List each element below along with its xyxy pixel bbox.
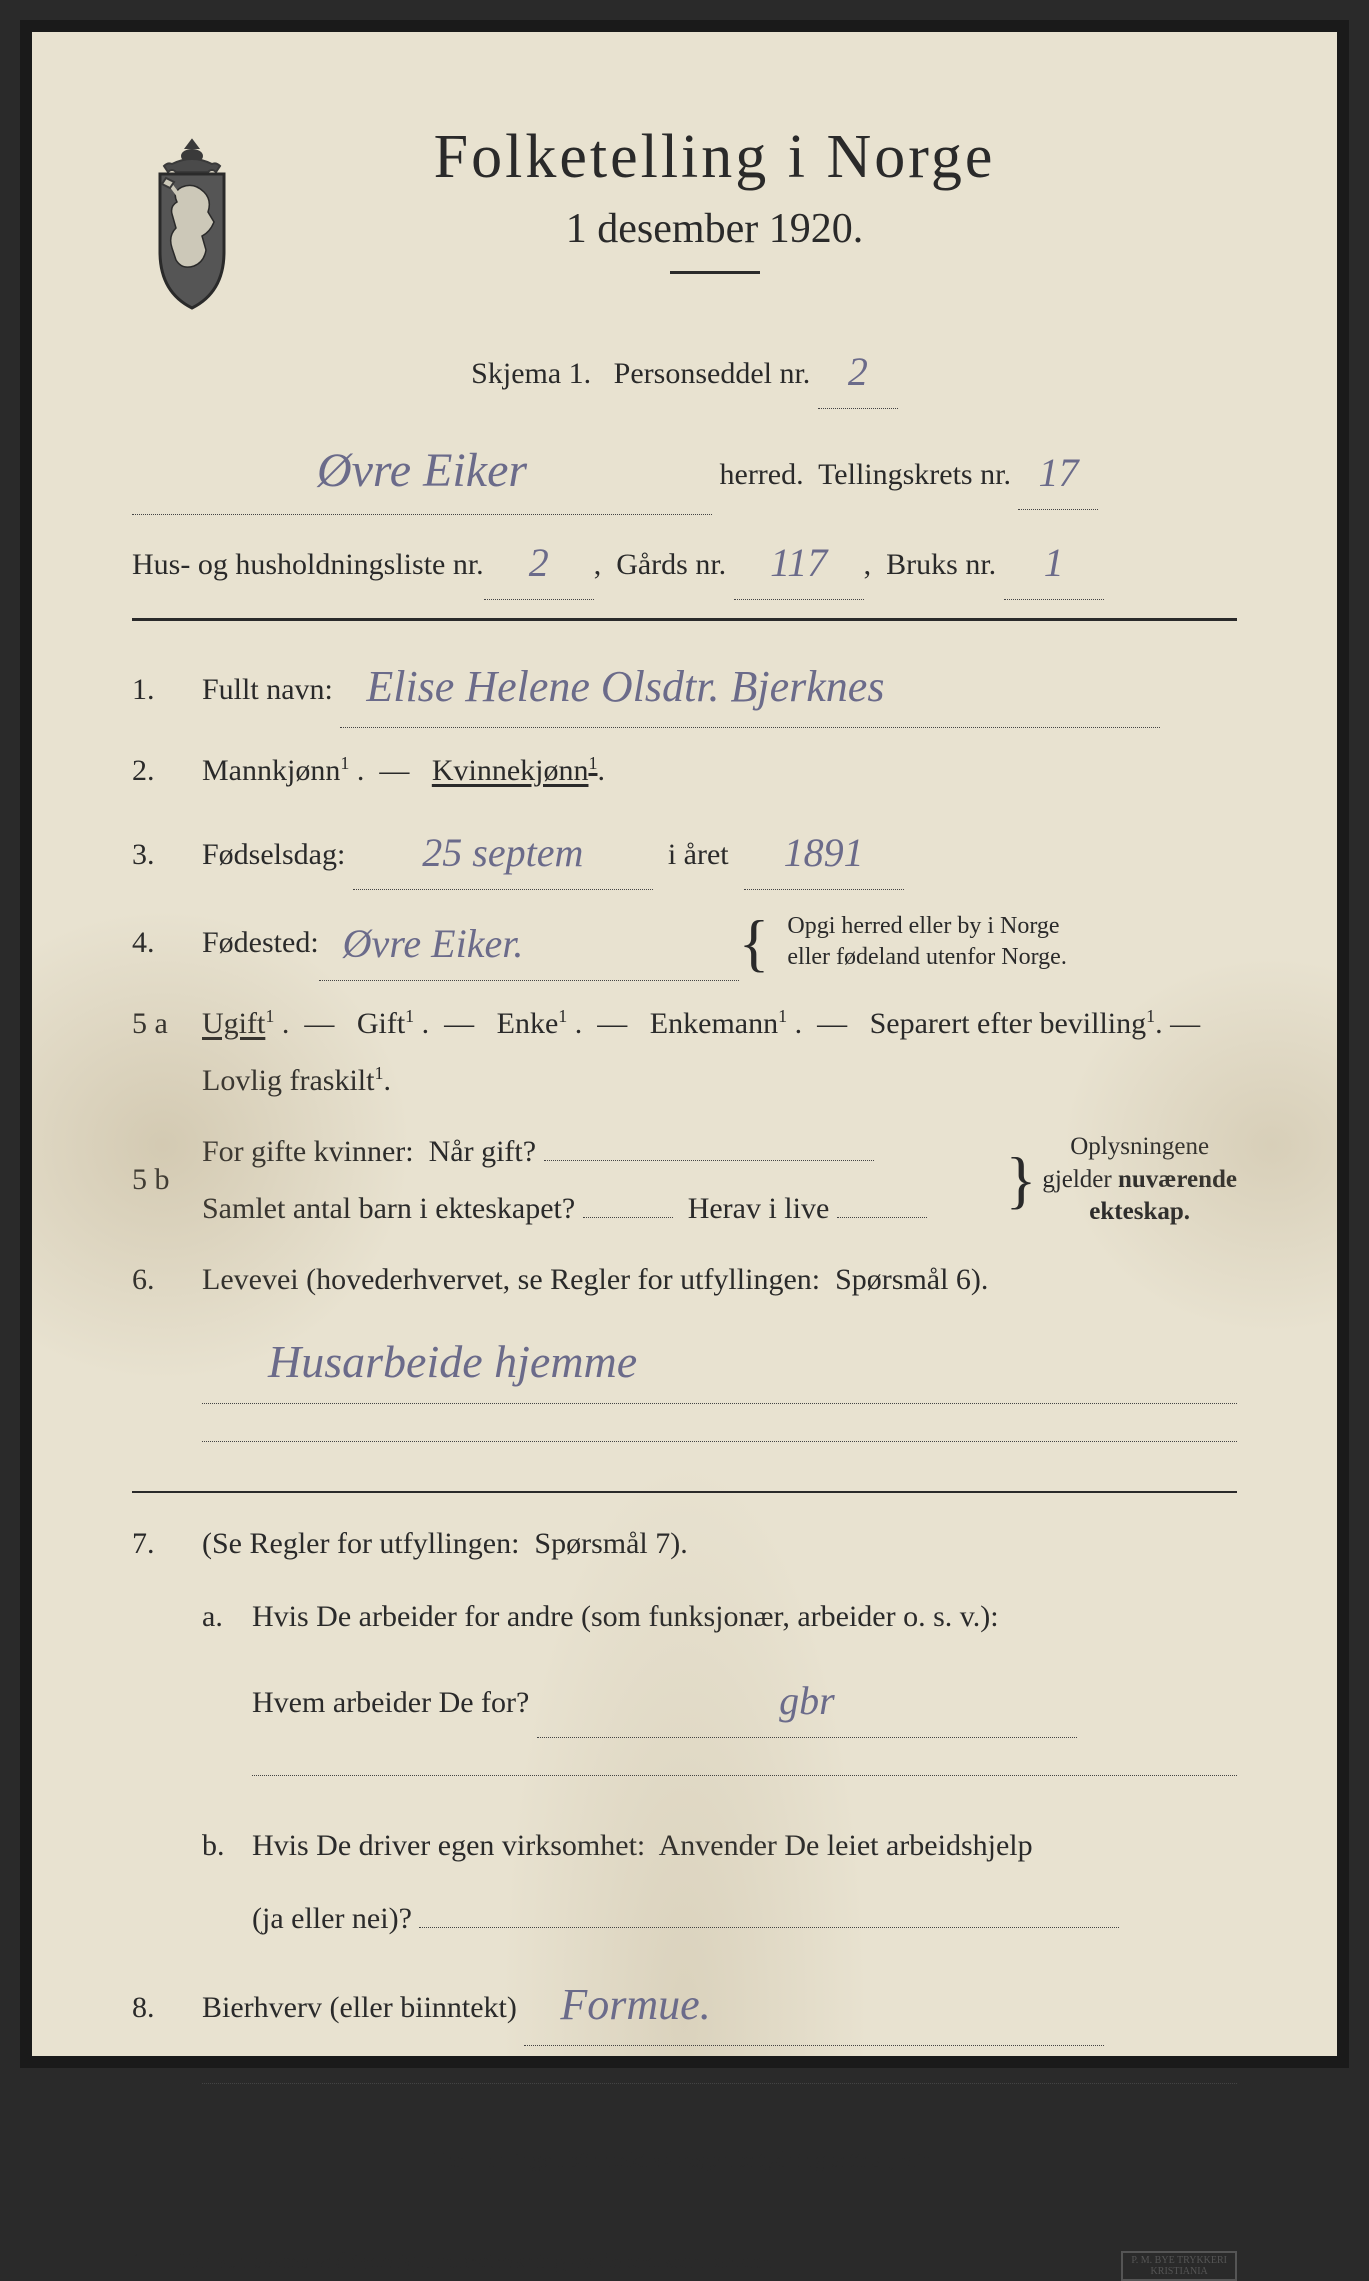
q1-num: 1. (132, 661, 202, 718)
q5b-label1: For gifte kvinner: Når gift? (202, 1135, 536, 1168)
q7b-label: Hvis De driver egen virksomhet: Anvender… (252, 1829, 1033, 1862)
q6-value: Husarbeide hjemme (262, 1336, 643, 1387)
gards-nr: 117 (764, 540, 833, 585)
d3: . — (575, 1007, 643, 1040)
q5b-num: 5 b (132, 1151, 202, 1208)
q5a-enkemann: Enkemann (650, 1007, 778, 1040)
q7-label: (Se Regler for utfyllingen: Spørsmål 7). (202, 1527, 688, 1560)
liste-nr: 2 (523, 540, 555, 585)
q4-value: Øvre Eiker. (337, 921, 530, 966)
q5b-note1: Oplysningene (1070, 1133, 1209, 1160)
subtitle: 1 desember 1920. (292, 205, 1137, 253)
q5b: 5 b For gifte kvinner: Når gift? Samlet … (132, 1123, 1237, 1237)
form-body: Skjema 1. Personseddel nr. 2 Øvre Eiker … (132, 332, 1237, 2281)
q5a-num: 5 a (132, 995, 202, 1052)
d2: . — (422, 1007, 490, 1040)
printer-mark: P. M. BYE TRYKKERI KRISTIANIA (1121, 2251, 1237, 2281)
d1: . — (282, 1007, 350, 1040)
q5a-gift: Gift (357, 1007, 405, 1040)
q5b-label2: Samlet antal barn i ekteskapet? (202, 1192, 575, 1225)
printer-2: KRISTIANIA (1131, 2266, 1227, 2277)
personseddel-nr: 2 (842, 349, 874, 394)
q2-num: 2. (132, 742, 202, 799)
title-block: Folketelling i Norge 1 desember 1920. (292, 122, 1237, 274)
q6-num: 6. (132, 1251, 202, 1308)
herred-label: herred. Tellingskrets nr. (712, 446, 1018, 503)
skjema-label: Skjema 1. Personseddel nr. (471, 357, 810, 390)
q3: 3. Fødselsdag: 25 septem i året 1891 (132, 813, 1237, 890)
q5a: 5 a Ugift1 . — Gift1 . — Enke1 . — Enkem… (132, 995, 1237, 1109)
footer-rule (132, 2197, 1237, 2198)
bruks-nr: 1 (1038, 540, 1070, 585)
q3-year-label: i året (660, 838, 736, 871)
bottom-row: 1 Her kan svares ved tydelig understrekn… (132, 2210, 1237, 2281)
q5a-separert: Separert efter bevilling (870, 1007, 1147, 1040)
q5b-note3: ekteskap. (1089, 1198, 1190, 1225)
q7b-num: b. (202, 1817, 252, 1947)
footer-line1: Har man ingen biinntekt av nogen betydni… (132, 2139, 1237, 2181)
q7: 7. (Se Regler for utfyllingen: Spørsmål … (132, 1515, 1237, 1947)
main-title: Folketelling i Norge (292, 122, 1137, 193)
q7a-value: gbr (773, 1678, 841, 1723)
q5a-ugift: Ugift (202, 1007, 265, 1040)
q3-num: 3. (132, 826, 202, 883)
title-rule (670, 271, 760, 274)
herred-name: Øvre Eiker (311, 444, 533, 497)
fn-num: 1 (132, 2248, 143, 2273)
fn-text: Her kan svares ved tydelig understreknin… (179, 2248, 772, 2273)
q2-dash: . — (357, 754, 425, 787)
q2-kvinne: Kvinnekjønn (432, 754, 589, 787)
q1-label: Fullt navn: (202, 673, 333, 706)
krets-nr: 17 (1032, 450, 1084, 495)
q7b-q: (ja eller nei)? (252, 1902, 412, 1935)
q7a-label: Hvis De arbeider for andre (som funksjon… (252, 1600, 999, 1633)
q4-brace: { Opgi herred eller by i Norge eller fød… (739, 911, 1067, 973)
q5b-brace: } Oplysningene gjelder nuværende ekteska… (1006, 1131, 1237, 1229)
q5b-note2: gjelder nuværende (1042, 1166, 1237, 1193)
section-rule-1 (132, 618, 1237, 621)
q2-period: . (597, 754, 605, 787)
q8: 8. Bierhverv (eller biinntekt) Formue. (132, 1961, 1237, 2103)
liste-label-c: , Bruks nr. (864, 536, 1004, 593)
q6-label: Levevei (hovederhvervet, se Regler for u… (202, 1263, 988, 1296)
q2-mann: Mannkjønn (202, 754, 340, 787)
q4-label: Fødested: (202, 914, 319, 971)
q4-note2: eller fødeland utenfor Norge. (787, 944, 1066, 970)
printer-1: P. M. BYE TRYKKERI (1131, 2255, 1227, 2266)
q3-day: 25 septem (416, 830, 589, 875)
d4: . — (795, 1007, 863, 1040)
liste-label-a: Hus- og husholdningsliste nr. (132, 536, 484, 593)
coat-of-arms-icon (132, 132, 252, 312)
q5a-enke: Enke (497, 1007, 559, 1040)
q6: 6. Levevei (hovederhvervet, se Regler fo… (132, 1251, 1237, 1461)
q8-label: Bierhverv (eller biinntekt) (202, 1991, 517, 2024)
q5a-lovlig: Lovlig fraskilt (202, 1064, 374, 1097)
footnote-1: 1 Her kan svares ved tydelig understrekn… (132, 2240, 772, 2281)
q1-value: Elise Helene Olsdtr. Bjerknes (360, 662, 890, 711)
q8-value: Formue. (554, 1980, 716, 2029)
q5b-label3: Herav i live (680, 1192, 829, 1225)
herred-row: Øvre Eiker herred. Tellingskrets nr. 17 (132, 423, 1237, 515)
census-form-page: Folketelling i Norge 1 desember 1920. Sk… (20, 20, 1349, 2068)
q7a-num: a. (202, 1588, 252, 1795)
q7-num: 7. (132, 1515, 202, 1572)
q4-num: 4. (132, 914, 202, 971)
q8-num: 8. (132, 1979, 202, 2036)
q1: 1. Fullt navn: Elise Helene Olsdtr. Bjer… (132, 643, 1237, 728)
q3-label: Fødselsdag: (202, 838, 345, 871)
liste-row: Hus- og husholdningsliste nr. 2 , Gårds … (132, 523, 1237, 600)
q3-year: 1891 (778, 830, 870, 875)
section-rule-2 (132, 1491, 1237, 1493)
q7a-q: Hvem arbeider De for? (252, 1686, 529, 1719)
q4: 4. Fødested: Øvre Eiker. { Opgi herred e… (132, 904, 1237, 981)
skjema-row: Skjema 1. Personseddel nr. 2 (132, 332, 1237, 409)
q2: 2. Mannkjønn1 . — Kvinnekjønn1. (132, 742, 1237, 799)
q4-note1: Opgi herred eller by i Norge (787, 913, 1059, 939)
liste-label-b: , Gårds nr. (594, 536, 734, 593)
header: Folketelling i Norge 1 desember 1920. (132, 122, 1237, 312)
